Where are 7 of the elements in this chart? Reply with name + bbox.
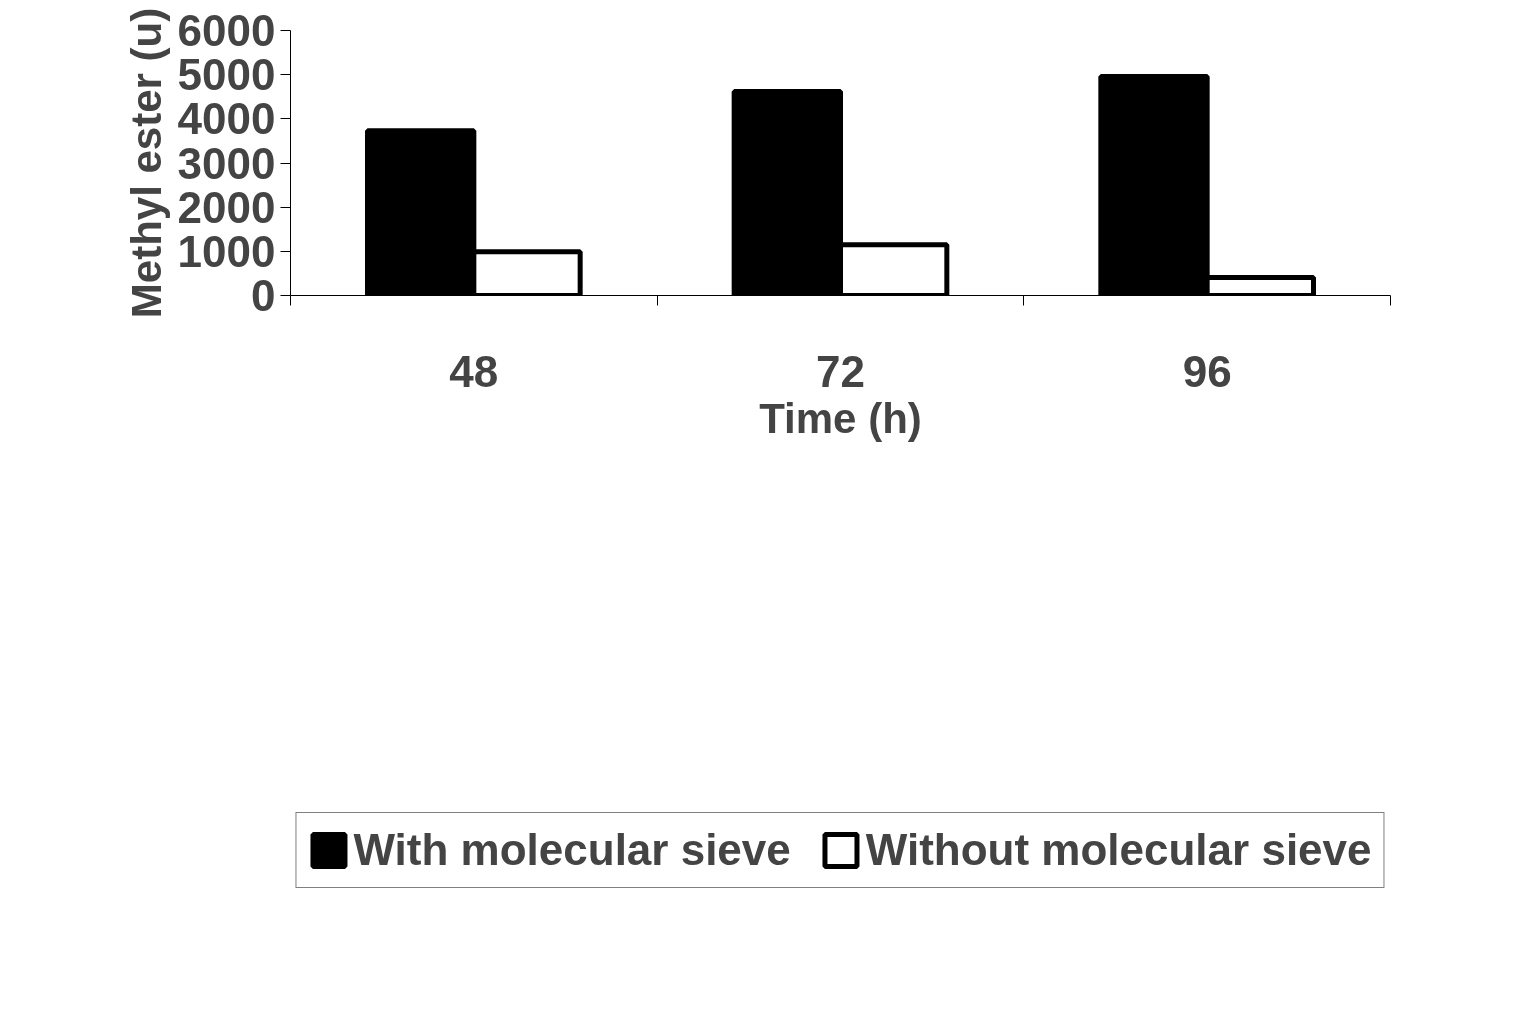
legend-label: With molecular sieve (353, 824, 791, 875)
legend-label: Without molecular sieve (865, 824, 1372, 875)
x-tick-label: 48 (449, 346, 499, 396)
y-axis-title: Methyl ester (u) (122, 7, 170, 319)
x-axis-title: Time (h) (759, 394, 922, 442)
x-tick-label: 72 (816, 346, 865, 396)
x-tick-label: 96 (1182, 346, 1232, 396)
